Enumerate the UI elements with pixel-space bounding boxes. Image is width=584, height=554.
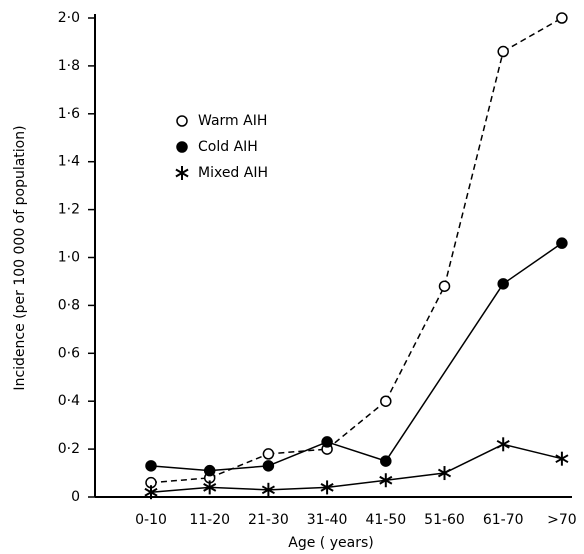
legend-label: Mixed AIH bbox=[198, 165, 268, 181]
marker bbox=[320, 480, 334, 495]
y-tick-label: 0·6 bbox=[58, 345, 80, 361]
legend-label: Warm AIH bbox=[198, 113, 267, 129]
x-tick-label: 21-30 bbox=[248, 512, 289, 528]
y-tick-label: 0·4 bbox=[58, 393, 80, 409]
marker bbox=[145, 460, 157, 472]
marker bbox=[497, 278, 509, 290]
x-tick-label: 11-20 bbox=[189, 512, 230, 528]
series-line bbox=[150, 486, 210, 493]
x-tick-label: 0-10 bbox=[135, 512, 167, 528]
marker bbox=[262, 448, 275, 460]
marker bbox=[497, 45, 509, 58]
x-tick-label: 41-50 bbox=[365, 512, 406, 528]
series-line bbox=[209, 453, 269, 479]
series-line bbox=[326, 400, 387, 450]
marker-stroke bbox=[379, 475, 393, 485]
marker-stroke bbox=[175, 168, 189, 178]
x-tick-label: 51-60 bbox=[424, 512, 465, 528]
marker bbox=[380, 455, 392, 467]
y-tick-label: 2·0 bbox=[58, 10, 80, 26]
y-tick-label: 1·4 bbox=[58, 154, 80, 170]
marker bbox=[144, 485, 158, 500]
series-line bbox=[444, 443, 504, 474]
marker bbox=[203, 464, 216, 477]
marker bbox=[176, 115, 188, 127]
series-line bbox=[503, 443, 563, 460]
marker bbox=[203, 480, 217, 495]
marker-stroke bbox=[496, 439, 510, 449]
y-tick-label: 0·2 bbox=[58, 441, 80, 457]
series-line bbox=[327, 479, 386, 489]
marker-stroke bbox=[261, 485, 275, 495]
series-line bbox=[326, 441, 387, 462]
marker bbox=[262, 460, 275, 472]
marker bbox=[261, 482, 275, 497]
y-tick-label: 1·6 bbox=[58, 106, 80, 122]
series-line bbox=[443, 51, 504, 287]
series-line bbox=[209, 465, 269, 472]
marker bbox=[380, 395, 392, 407]
x-axis-label: Age ( years) bbox=[288, 535, 373, 551]
marker bbox=[556, 12, 568, 24]
marker-stroke bbox=[437, 468, 452, 478]
series-line bbox=[502, 242, 563, 285]
y-tick-label: 1·8 bbox=[58, 58, 80, 74]
marker-stroke bbox=[144, 487, 158, 497]
series-line bbox=[150, 465, 210, 472]
marker bbox=[438, 280, 451, 292]
series-line bbox=[268, 486, 328, 491]
y-tick-label: 0 bbox=[71, 489, 80, 505]
y-tick-label: 0·8 bbox=[58, 297, 80, 313]
marker bbox=[321, 436, 333, 448]
marker bbox=[379, 473, 393, 488]
marker bbox=[556, 237, 568, 249]
series-line bbox=[385, 472, 445, 481]
marker bbox=[555, 451, 569, 466]
marker-stroke bbox=[555, 454, 569, 464]
series-line bbox=[502, 17, 563, 53]
marker bbox=[176, 141, 188, 153]
marker-stroke bbox=[203, 483, 217, 492]
series-line bbox=[385, 283, 504, 462]
marker bbox=[496, 437, 510, 452]
marker-stroke bbox=[320, 483, 334, 492]
legend-label: Cold AIH bbox=[198, 139, 258, 155]
y-axis-label: Incidence (per 100 000 of population) bbox=[12, 125, 28, 390]
series-line bbox=[209, 486, 269, 491]
marker bbox=[437, 466, 452, 481]
series-line bbox=[268, 441, 328, 467]
y-tick-label: 1·0 bbox=[58, 250, 80, 266]
y-tick-label: 1·2 bbox=[58, 202, 80, 218]
x-tick-label: >70 bbox=[547, 512, 577, 528]
marker bbox=[175, 166, 189, 180]
x-tick-label: 31-40 bbox=[307, 512, 348, 528]
series-line bbox=[150, 477, 210, 484]
series-line bbox=[385, 285, 446, 402]
x-tick-label: 61-70 bbox=[483, 512, 524, 528]
